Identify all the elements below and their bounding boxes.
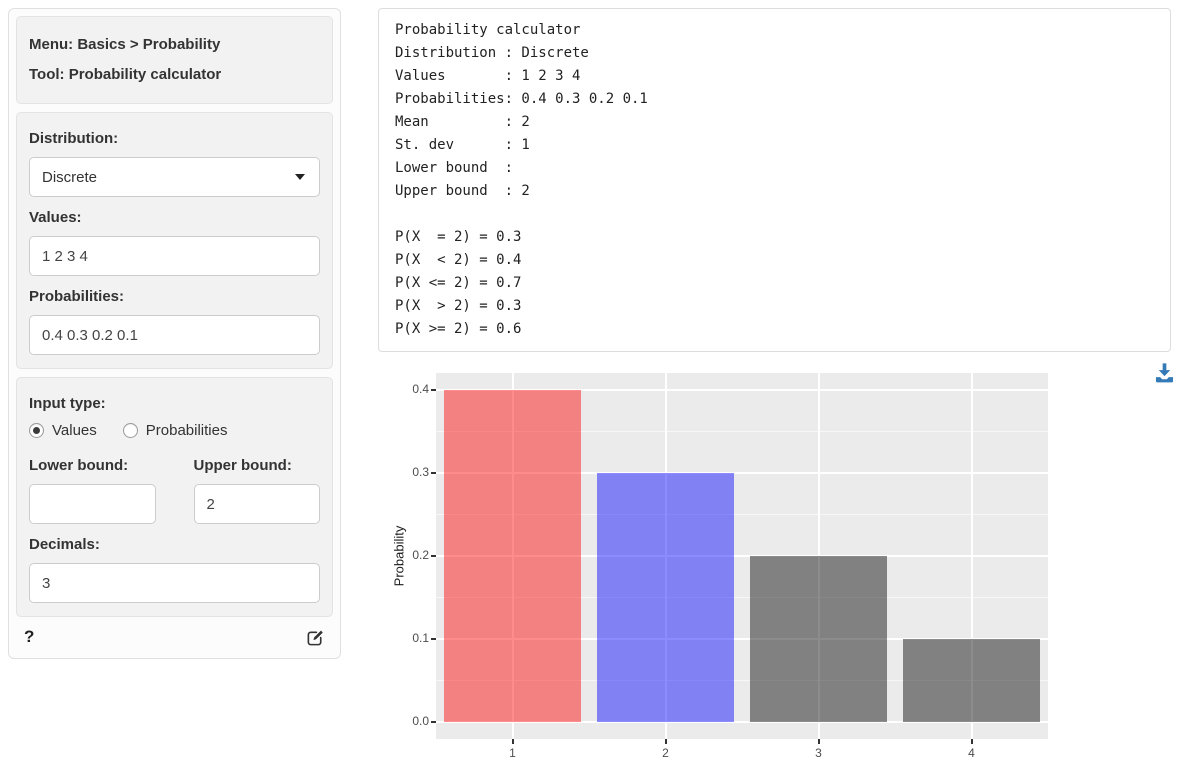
y-axis-label: Probability — [391, 525, 407, 587]
radio-icon-probabilities[interactable] — [122, 423, 138, 438]
bar — [902, 639, 1041, 723]
tool-title: Tool: Probability calculator — [29, 66, 222, 83]
gridline-vertical — [511, 373, 514, 739]
decimals-input[interactable] — [29, 563, 320, 603]
bar — [749, 556, 888, 723]
gridline-vertical — [970, 373, 973, 739]
y-tick-label: 0.3 — [412, 464, 429, 479]
lower-bound-group: Lower bound: — [29, 453, 156, 524]
decimals-label: Decimals: — [29, 536, 100, 553]
gridline-minor — [436, 430, 1048, 432]
gridline-major — [436, 638, 1048, 641]
y-tick-mark — [431, 721, 436, 724]
bounds-row: Lower bound: Upper bound: — [29, 453, 320, 524]
menu-panel: Menu: Basics > Probability Tool: Probabi… — [16, 16, 333, 104]
gridline-minor — [436, 680, 1048, 682]
radio-option-probabilities[interactable]: Probabilities — [122, 422, 228, 439]
y-tick-label: 0.2 — [412, 548, 429, 562]
gridline-vertical — [664, 373, 667, 739]
sidebar: Menu: Basics > Probability Tool: Probabi… — [8, 8, 341, 659]
distribution-select[interactable]: Discrete — [29, 157, 320, 197]
y-tick-mark — [431, 471, 436, 474]
gridline-minor — [436, 597, 1048, 599]
gridline-vertical — [817, 373, 820, 739]
chevron-down-icon — [295, 174, 305, 180]
y-tick-label: 0.0 — [412, 714, 429, 729]
y-tick-label: 0.1 — [412, 631, 429, 646]
y-tick-label: 0.4 — [412, 381, 429, 396]
chart-region: 0.0 0.1 0.2 0.3 0.4 1 2 3 4 Probability — [385, 362, 1085, 761]
x-tick-label: 2 — [662, 746, 669, 760]
sidebar-footer: ? — [16, 625, 333, 651]
x-tick-mark — [664, 739, 667, 744]
x-tick-mark — [511, 739, 514, 744]
x-tick-mark — [970, 739, 973, 744]
values-label: Values: — [29, 209, 82, 226]
edit-report-icon[interactable] — [306, 628, 325, 647]
input-type-panel: Input type: Values Probabilities Lower b… — [16, 377, 333, 617]
y-tick-mark — [431, 555, 436, 557]
console-output: Probability calculator Distribution : Di… — [395, 22, 648, 337]
distribution-label: Distribution: — [29, 130, 119, 147]
upper-bound-input[interactable] — [193, 484, 320, 524]
gridline-major — [436, 471, 1048, 474]
upper-bound-label: Upper bound: — [193, 457, 292, 474]
x-tick-label: 1 — [509, 746, 516, 760]
plot-panel — [436, 373, 1048, 739]
y-tick-mark — [431, 388, 436, 391]
radio-label-values: Values — [52, 422, 97, 439]
probabilities-input[interactable] — [29, 315, 320, 355]
help-icon[interactable]: ? — [24, 627, 35, 646]
x-tick-label: 4 — [968, 746, 975, 760]
upper-bound-group: Upper bound: — [193, 453, 320, 524]
gridline-major — [436, 388, 1048, 391]
output-panel: Probability calculator Distribution : Di… — [378, 8, 1171, 352]
gridline-minor — [436, 513, 1048, 515]
x-tick-label: 3 — [815, 746, 822, 760]
radio-label-probabilities: Probabilities — [145, 422, 228, 439]
values-input[interactable] — [29, 236, 320, 276]
probabilities-label: Probabilities: — [29, 288, 125, 305]
bar — [443, 389, 582, 723]
gridline-major — [436, 721, 1048, 724]
lower-bound-label: Lower bound: — [29, 457, 129, 474]
input-type-radio-group: Values Probabilities — [29, 422, 320, 439]
gridline-major — [436, 555, 1048, 557]
radio-option-values[interactable]: Values — [29, 422, 97, 439]
breadcrumb: Menu: Basics > Probability — [29, 36, 221, 53]
bar — [596, 472, 735, 723]
distribution-panel: Distribution: Discrete Values: Probabili… — [16, 112, 333, 369]
radio-icon-values[interactable] — [29, 423, 44, 438]
lower-bound-input[interactable] — [29, 484, 156, 524]
input-type-label: Input type: — [29, 395, 106, 412]
distribution-selected-value: Discrete — [42, 168, 98, 186]
y-tick-mark — [431, 638, 436, 641]
x-tick-mark — [817, 739, 820, 744]
download-plot-icon[interactable] — [1154, 362, 1175, 383]
